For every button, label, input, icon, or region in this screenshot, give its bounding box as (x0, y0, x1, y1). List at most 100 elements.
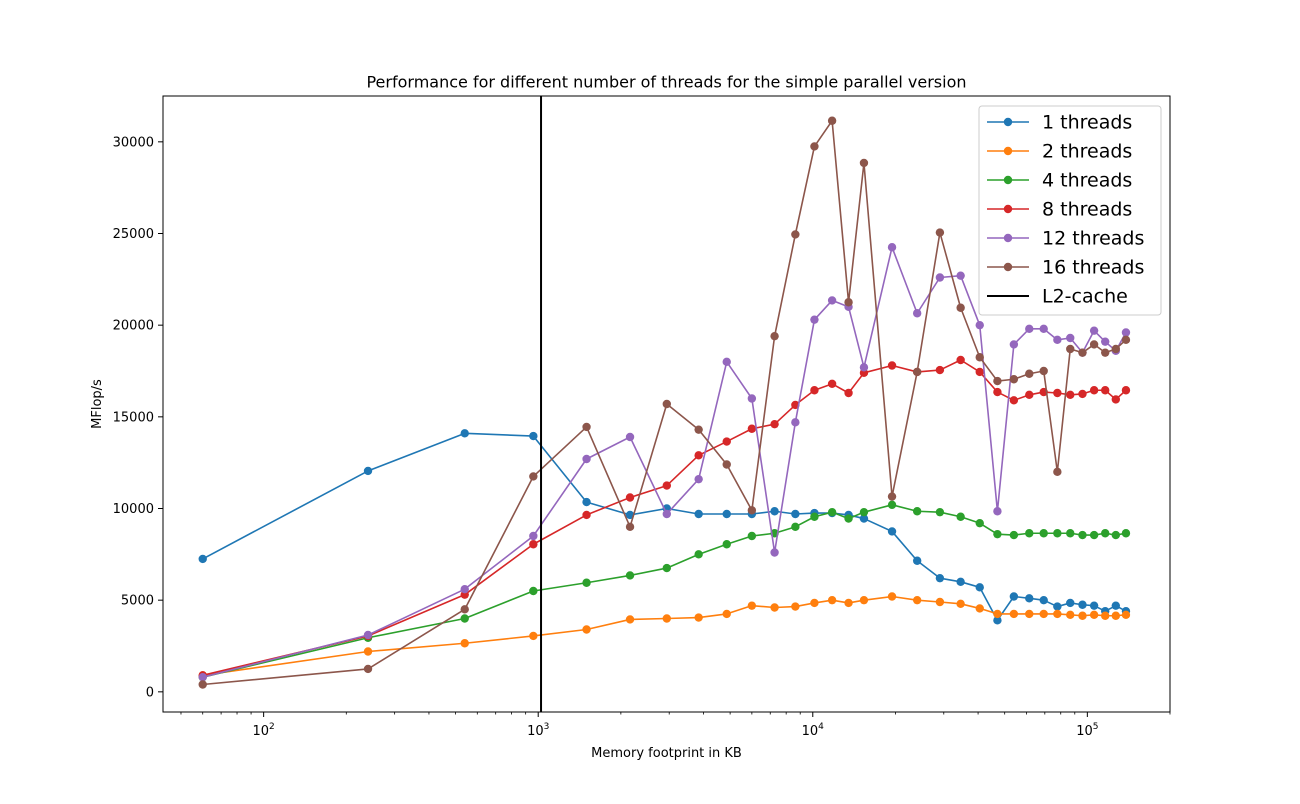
data-point (460, 605, 469, 614)
data-point (1025, 594, 1034, 603)
data-point (791, 230, 800, 239)
data-point (662, 481, 671, 490)
data-point (1121, 610, 1131, 620)
data-point (956, 512, 965, 521)
data-point (662, 509, 671, 519)
data-point (582, 510, 591, 520)
data-point (1078, 611, 1087, 620)
data-point (1089, 386, 1099, 395)
data-point (1053, 467, 1062, 477)
legend-label: 8 threads (1042, 199, 1132, 221)
data-point (1066, 333, 1075, 343)
data-point (1121, 386, 1131, 395)
data-point (1039, 529, 1048, 538)
data-point (582, 578, 591, 587)
y-axis-label: MFlop/s (90, 379, 105, 429)
data-point (198, 672, 207, 682)
data-point (1121, 335, 1131, 345)
legend-label: L2-cache (1042, 286, 1128, 308)
data-point (859, 158, 869, 168)
data-point (956, 355, 965, 365)
data-point (975, 320, 984, 330)
legend-swatch-marker (1003, 146, 1013, 156)
legend-swatch-marker (1003, 204, 1013, 214)
data-point (1009, 592, 1019, 601)
data-point (582, 422, 591, 432)
data-point (993, 376, 1002, 386)
data-point (887, 361, 897, 370)
data-point (770, 603, 779, 612)
data-point (198, 680, 207, 689)
legend-box (978, 105, 1162, 316)
x-tick-label: 102 (252, 722, 274, 739)
x-axis-ticks: 102 103 104 105 (180, 712, 1171, 739)
data-point (975, 583, 984, 592)
data-point (887, 527, 897, 536)
legend-label: 12 threads (1042, 228, 1144, 250)
data-point (844, 514, 853, 523)
data-point (1111, 601, 1121, 610)
data-point (956, 577, 965, 587)
plot-frame (162, 95, 1171, 713)
data-point (810, 386, 819, 395)
data-point (935, 597, 945, 607)
data-point (460, 584, 469, 594)
data-point (1089, 530, 1099, 540)
data-point (1089, 326, 1099, 335)
data-point (662, 614, 671, 623)
data-point (770, 507, 779, 516)
plot-area (198, 96, 1131, 712)
data-point (1053, 529, 1062, 538)
data-point (859, 595, 869, 605)
data-point (625, 571, 635, 580)
data-point (1053, 335, 1062, 345)
data-point (694, 425, 703, 434)
data-point (1111, 530, 1121, 540)
data-point (694, 451, 703, 460)
plot-layer (198, 96, 1131, 712)
data-point (791, 602, 800, 611)
data-point (1039, 324, 1048, 334)
data-point (662, 563, 671, 573)
data-point (827, 116, 837, 125)
data-point (993, 529, 1002, 539)
data-point (827, 507, 837, 517)
legend-label: 2 threads (1042, 141, 1132, 163)
data-point (529, 586, 538, 596)
data-point (1121, 328, 1131, 337)
data-point (912, 556, 922, 565)
data-point (912, 595, 922, 605)
data-point (993, 609, 1002, 619)
data-point (956, 599, 965, 609)
data-point (529, 472, 538, 481)
series-line-5 (202, 119, 1127, 686)
x-tick-label: 103 (527, 722, 549, 739)
chart-title: Performance for different number of thre… (366, 73, 966, 92)
data-point (1009, 340, 1019, 349)
data-point (935, 365, 945, 375)
data-point (791, 522, 800, 532)
data-point (912, 367, 922, 377)
data-point (747, 531, 757, 541)
data-point (791, 509, 800, 519)
data-point (975, 518, 984, 528)
data-point (770, 548, 779, 557)
data-point (1089, 610, 1099, 620)
data-point (1025, 369, 1034, 378)
data-point (1078, 600, 1087, 609)
data-point (859, 514, 869, 523)
data-point (460, 429, 469, 438)
data-point (747, 506, 757, 515)
data-point (529, 431, 538, 441)
data-point (529, 531, 538, 541)
data-point (993, 387, 1002, 397)
legend-swatch-marker (1003, 233, 1013, 243)
data-point (827, 595, 837, 605)
legend-swatch-marker (1003, 117, 1013, 127)
data-point (859, 363, 869, 372)
data-point (722, 540, 731, 549)
data-point (770, 419, 779, 429)
data-point (1078, 530, 1087, 540)
data-point (363, 630, 373, 640)
y-tick-label: 25000 (113, 227, 154, 242)
